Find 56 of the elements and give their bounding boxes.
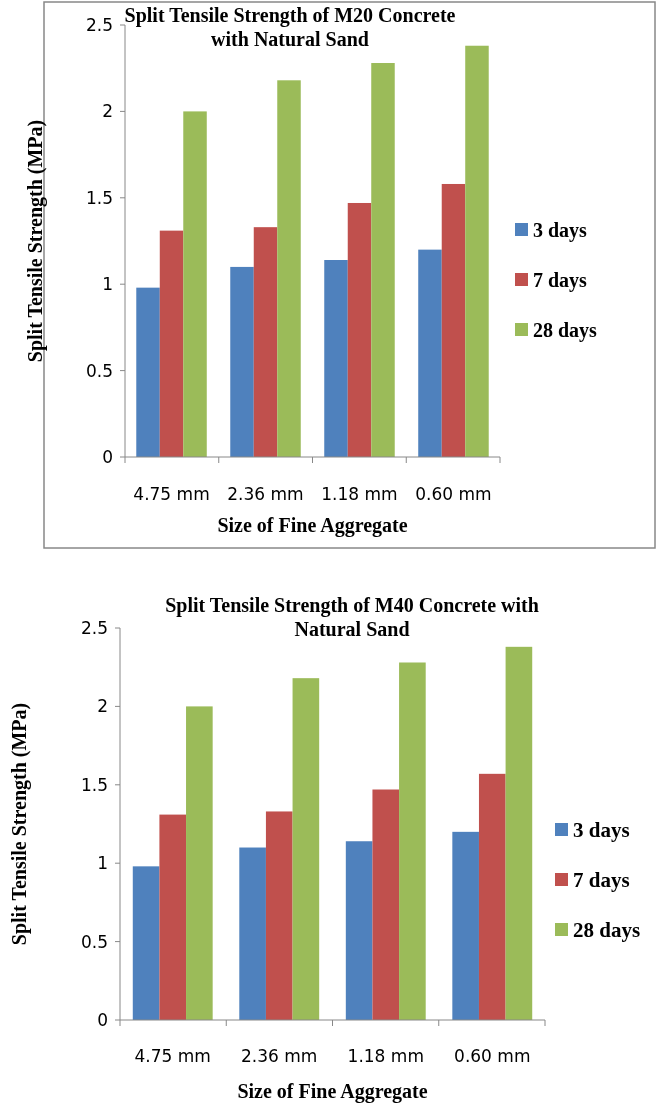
legend-label: 28 days — [573, 918, 641, 943]
chart-title: Split Tensile Strength of M40 Concrete with Natural Sand — [165, 594, 539, 640]
bar — [441, 183, 466, 457]
x-tick-label: 0.60 mm — [415, 484, 492, 504]
bar — [399, 662, 426, 1020]
legend-label: 3 days — [533, 219, 588, 242]
x-axis-title: Size of Fine Aggregate — [217, 514, 408, 537]
bar — [345, 841, 373, 1020]
y-axis-title: Split Tensile Strength (MPa) — [24, 119, 47, 363]
y-tick-label: 0.5 — [85, 360, 113, 381]
legend-label: 7 days — [573, 868, 630, 893]
bar — [159, 230, 184, 457]
x-tick-label: 0.60 mm — [454, 1046, 531, 1066]
bar — [253, 227, 278, 457]
x-tick-label: 2.36 mm — [241, 1046, 318, 1066]
y-tick-label: 2 — [102, 101, 113, 122]
bar — [372, 789, 400, 1020]
bar — [132, 866, 160, 1020]
x-tick-label: 4.75 mm — [133, 484, 210, 504]
x-tick-label: 1.18 mm — [321, 484, 398, 504]
y-tick-label: 1 — [97, 853, 108, 874]
y-axis-title: Split Tensile Strength (MPa) — [8, 702, 31, 946]
y-tick-label: 0 — [97, 1009, 108, 1030]
x-axis-title: Size of Fine Aggregate — [237, 1080, 428, 1103]
y-tick-label: 1.5 — [85, 187, 113, 208]
bar — [183, 111, 207, 457]
bar — [159, 814, 187, 1020]
bar — [452, 831, 479, 1020]
legend-label: 28 days — [533, 319, 598, 342]
bar — [478, 773, 506, 1020]
bar — [265, 811, 293, 1020]
bar — [371, 63, 395, 457]
y-tick-label: 2.5 — [85, 14, 113, 35]
x-tick-label: 2.36 mm — [227, 484, 304, 504]
y-tick-label: 0.5 — [80, 931, 108, 952]
legend-label: 3 days — [573, 818, 630, 843]
bar — [136, 287, 160, 457]
bar — [465, 45, 489, 457]
bar — [292, 678, 320, 1020]
bar — [277, 80, 301, 457]
chart-title: Split Tensile Strength of M20 Concrete with Natural Sand — [124, 4, 456, 50]
x-tick-label: 1.18 mm — [347, 1046, 424, 1066]
y-tick-label: 1 — [102, 274, 113, 295]
bar — [324, 260, 348, 457]
bar — [186, 706, 213, 1020]
bar — [418, 249, 442, 457]
bar — [230, 266, 254, 457]
legend-label: 7 days — [533, 269, 588, 292]
bar — [505, 646, 533, 1020]
x-tick-label: 4.75 mm — [134, 1046, 211, 1066]
y-tick-label: 1.5 — [80, 774, 108, 795]
y-tick-label: 2 — [97, 696, 108, 717]
y-tick-label: 2.5 — [80, 617, 108, 638]
y-tick-label: 0 — [102, 446, 113, 467]
bar — [239, 847, 266, 1020]
bar — [347, 202, 372, 457]
